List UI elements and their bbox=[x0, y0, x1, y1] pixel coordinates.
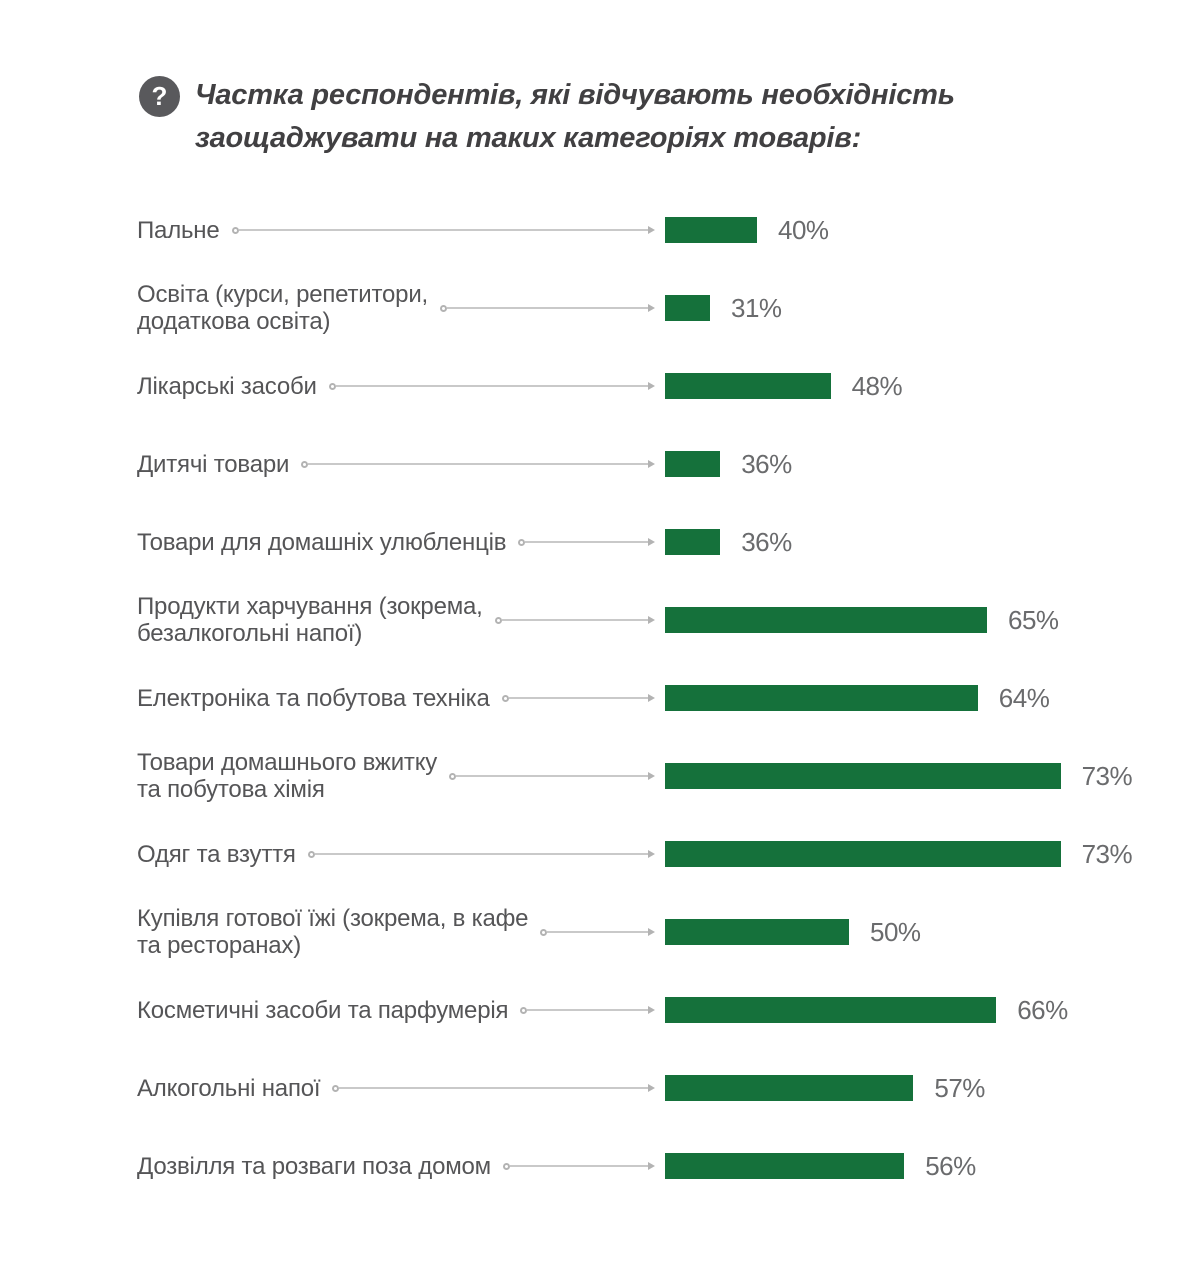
leader-dot-icon bbox=[332, 1084, 340, 1092]
bar bbox=[665, 217, 757, 243]
leader-arrow-icon bbox=[648, 928, 655, 936]
leader-dot-icon bbox=[449, 772, 457, 780]
leader-arrow-icon bbox=[648, 460, 655, 468]
bar bbox=[665, 763, 1061, 789]
bar bbox=[665, 607, 987, 633]
leader-line bbox=[494, 616, 655, 624]
bar bbox=[665, 997, 997, 1023]
category-label: Лікарські засоби bbox=[137, 372, 317, 400]
leader-arrow-icon bbox=[648, 1006, 655, 1014]
leader-dot-icon bbox=[301, 460, 309, 468]
value-label: 48% bbox=[851, 370, 903, 401]
leader-line bbox=[328, 382, 655, 390]
category-label: Товари домашнього вжитку та побутова хім… bbox=[137, 749, 438, 803]
chart-row-alcohol: Алкогольні напої 57% bbox=[137, 1049, 1160, 1127]
chart-row-household-goods: Товари домашнього вжитку та побутова хім… bbox=[137, 737, 1160, 815]
leader-arrow-icon bbox=[648, 850, 655, 858]
leader-arrow-icon bbox=[648, 538, 655, 546]
value-label: 36% bbox=[741, 448, 792, 479]
leader-dot-icon bbox=[231, 226, 239, 234]
bar bbox=[665, 451, 721, 477]
bar bbox=[665, 295, 710, 321]
chart-title: Частка респондентів, які відчувають необ… bbox=[195, 79, 955, 154]
value-label: 36% bbox=[741, 526, 792, 557]
category-label: Дитячі товари bbox=[137, 450, 290, 478]
leader-dot-icon bbox=[440, 304, 448, 312]
leader-line bbox=[301, 460, 655, 468]
category-label: Електроніка та побутова техніка bbox=[137, 684, 490, 712]
leader-dot-icon bbox=[520, 1006, 528, 1014]
chart-row-pet-goods: Товари для домашніх улюбленців 36% bbox=[137, 503, 1160, 581]
chart-row-leisure: Дозвілля та розваги поза домом 56% bbox=[137, 1127, 1160, 1205]
chart-row-clothes: Одяг та взуття 73% bbox=[137, 815, 1160, 893]
bar bbox=[665, 373, 831, 399]
bar bbox=[665, 1075, 914, 1101]
value-label: 65% bbox=[1008, 604, 1059, 635]
category-label: Пальне bbox=[137, 216, 220, 244]
value-label: 56% bbox=[925, 1150, 976, 1181]
category-label: Одяг та взуття bbox=[137, 840, 296, 868]
chart-header: ? Частка респондентів, які відчувають не… bbox=[0, 0, 1200, 160]
leader-arrow-icon bbox=[648, 694, 655, 702]
leader-line bbox=[449, 772, 655, 780]
value-label: 66% bbox=[1017, 994, 1068, 1025]
leader-line bbox=[332, 1084, 655, 1092]
category-label: Косметичні засоби та парфумерія bbox=[137, 996, 509, 1024]
category-label: Купівля готової їжі (зокрема, в кафе та … bbox=[137, 905, 529, 959]
value-label: 50% bbox=[870, 916, 921, 947]
leader-arrow-icon bbox=[648, 1084, 655, 1092]
leader-dot-icon bbox=[540, 928, 548, 936]
leader-arrow-icon bbox=[648, 382, 655, 390]
value-label: 73% bbox=[1081, 838, 1133, 869]
value-label: 73% bbox=[1081, 760, 1133, 791]
value-label: 40% bbox=[778, 214, 829, 245]
leader-dot-icon bbox=[328, 382, 336, 390]
leader-arrow-icon bbox=[648, 772, 655, 780]
leader-line bbox=[520, 1006, 655, 1014]
value-label: 31% bbox=[731, 292, 782, 323]
bar-chart: Пальне 40% Освіта (курси, репетитори, до… bbox=[0, 191, 1200, 1205]
leader-line bbox=[307, 850, 655, 858]
leader-dot-icon bbox=[501, 694, 509, 702]
bar bbox=[665, 529, 721, 555]
leader-arrow-icon bbox=[648, 226, 655, 234]
leader-dot-icon bbox=[518, 538, 526, 546]
chart-row-medicines: Лікарські засоби 48% bbox=[137, 347, 1160, 425]
value-label: 57% bbox=[934, 1072, 985, 1103]
chart-row-fuel: Пальне 40% bbox=[137, 191, 1160, 269]
bar bbox=[665, 685, 978, 711]
leader-arrow-icon bbox=[648, 616, 655, 624]
leader-arrow-icon bbox=[648, 1162, 655, 1170]
bar bbox=[665, 1153, 905, 1179]
leader-line bbox=[501, 694, 655, 702]
leader-line bbox=[502, 1162, 655, 1170]
leader-line bbox=[540, 928, 655, 936]
leader-dot-icon bbox=[494, 616, 502, 624]
leader-dot-icon bbox=[502, 1162, 510, 1170]
bar bbox=[665, 919, 849, 945]
chart-row-children-goods: Дитячі товари 36% bbox=[137, 425, 1160, 503]
category-label: Продукти харчування (зокрема, безалкогол… bbox=[137, 593, 483, 647]
category-label: Дозвілля та розваги поза домом bbox=[137, 1152, 491, 1180]
value-label: 64% bbox=[998, 682, 1050, 713]
leader-arrow-icon bbox=[648, 304, 655, 312]
chart-row-cosmetics: Косметичні засоби та парфумерія 66% bbox=[137, 971, 1160, 1049]
question-mark-icon: ? bbox=[139, 76, 180, 117]
chart-row-food: Продукти харчування (зокрема, безалкогол… bbox=[137, 581, 1160, 659]
bar bbox=[665, 841, 1061, 867]
chart-row-electronics: Електроніка та побутова техніка 64% bbox=[137, 659, 1160, 737]
leader-line bbox=[231, 226, 655, 234]
leader-line bbox=[518, 538, 655, 546]
category-label: Товари для домашніх улюбленців bbox=[137, 528, 507, 556]
category-label: Освіта (курси, репетитори, додаткова осв… bbox=[137, 281, 429, 335]
chart-row-education: Освіта (курси, репетитори, додаткова осв… bbox=[137, 269, 1160, 347]
chart-row-ready-food: Купівля готової їжі (зокрема, в кафе та … bbox=[137, 893, 1160, 971]
leader-dot-icon bbox=[307, 850, 315, 858]
category-label: Алкогольні напої bbox=[137, 1074, 321, 1102]
leader-line bbox=[440, 304, 655, 312]
